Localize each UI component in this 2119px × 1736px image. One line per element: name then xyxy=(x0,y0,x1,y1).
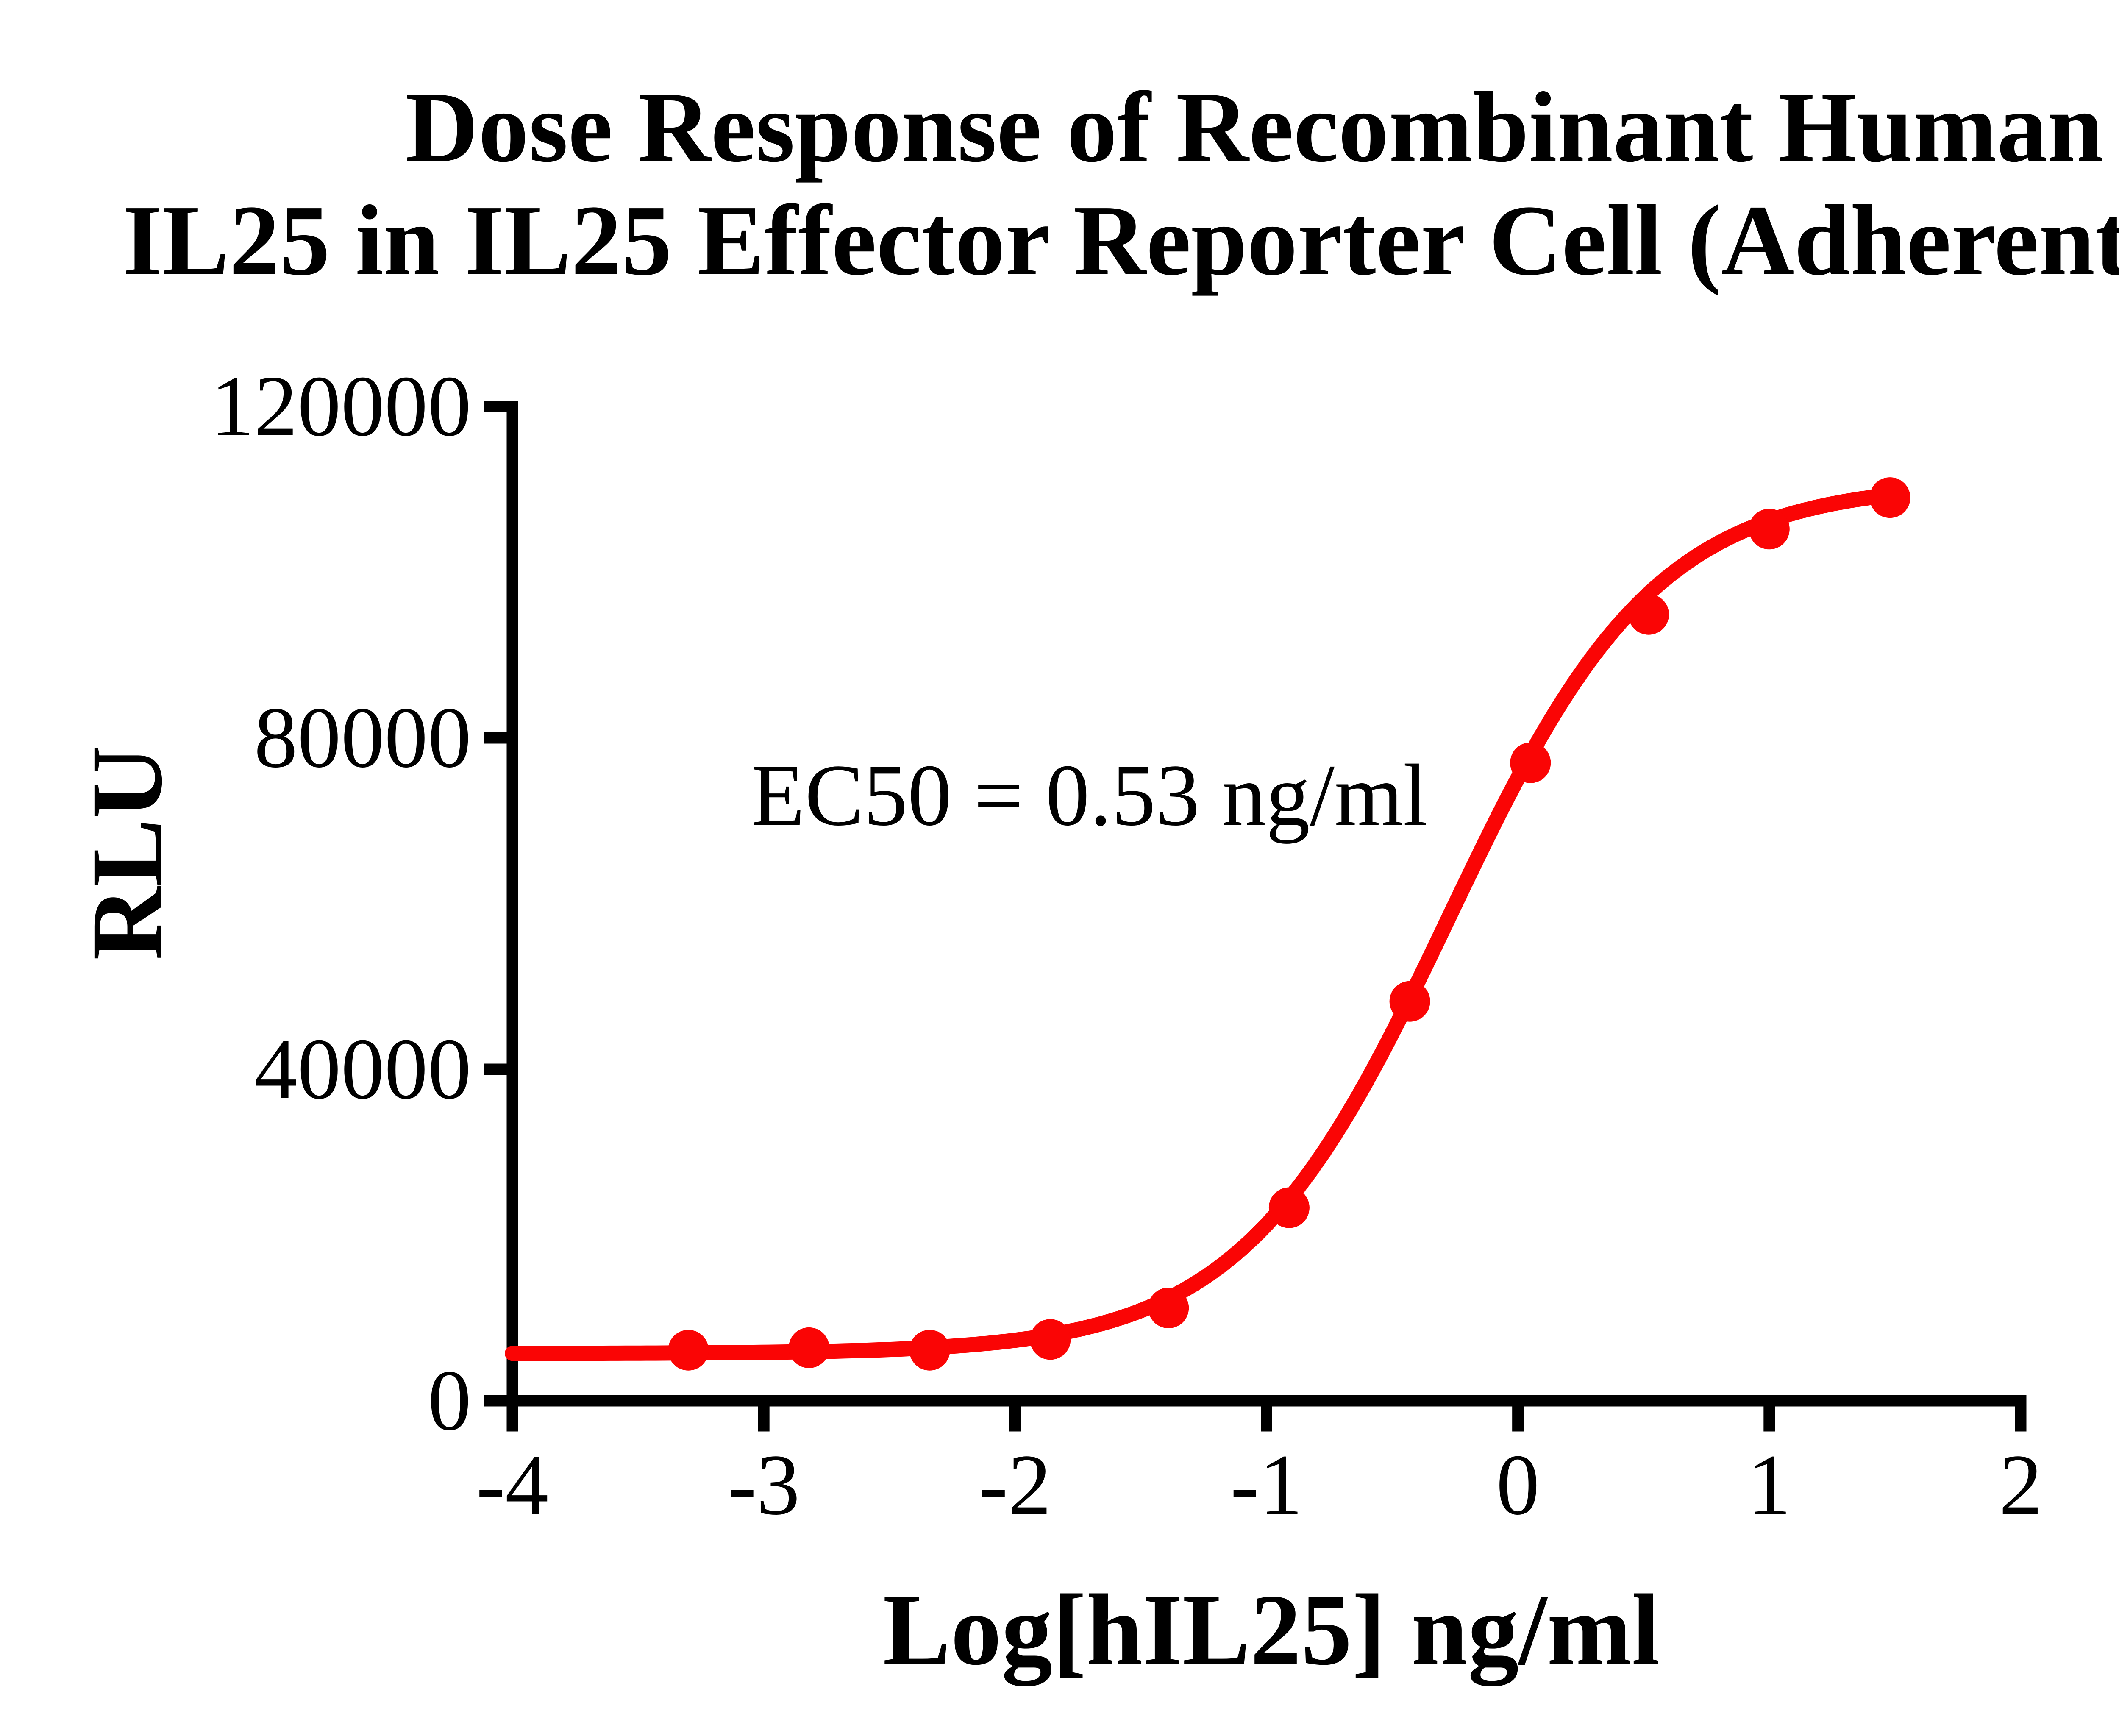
data-point xyxy=(1628,594,1669,635)
x-tick-label: -3 xyxy=(727,1437,800,1533)
dose-response-curve xyxy=(505,488,1893,1361)
x-tick-label: -4 xyxy=(476,1437,549,1533)
x-tick-label: 2 xyxy=(1999,1437,2043,1533)
data-point xyxy=(1749,509,1790,550)
chart-title-line-1: Dose Response of Recombinant Human xyxy=(405,72,2104,183)
x-tick-label: -1 xyxy=(1230,1437,1303,1533)
data-point xyxy=(668,1330,709,1371)
x-tick-label: 1 xyxy=(1747,1437,1791,1533)
data-point xyxy=(909,1330,950,1371)
data-point xyxy=(1389,981,1430,1022)
data-point xyxy=(1148,1288,1189,1328)
x-tick-label: 0 xyxy=(1496,1437,1540,1533)
y-tick-label: 40000 xyxy=(254,1021,472,1117)
data-point xyxy=(1510,742,1551,783)
y-tick-label: 0 xyxy=(428,1352,472,1449)
chart-title: Dose Response of Recombinant Human IL25 … xyxy=(68,71,2119,297)
ec50-annotation: EC50 = 0.53 ng/ml xyxy=(751,746,1428,844)
data-point xyxy=(1869,477,1910,518)
data-point xyxy=(1030,1319,1071,1360)
y-tick-label: 120000 xyxy=(211,358,471,454)
chart-title-line-2: IL25 in IL25 Effector Reporter Cell (Adh… xyxy=(122,185,2119,296)
x-axis-title: Log[hIL25] ng/ml xyxy=(883,1573,1660,1686)
x-tick-label: -2 xyxy=(979,1437,1051,1533)
data-point xyxy=(788,1327,829,1368)
data-point xyxy=(1268,1187,1310,1228)
y-tick-label: 80000 xyxy=(254,690,472,786)
